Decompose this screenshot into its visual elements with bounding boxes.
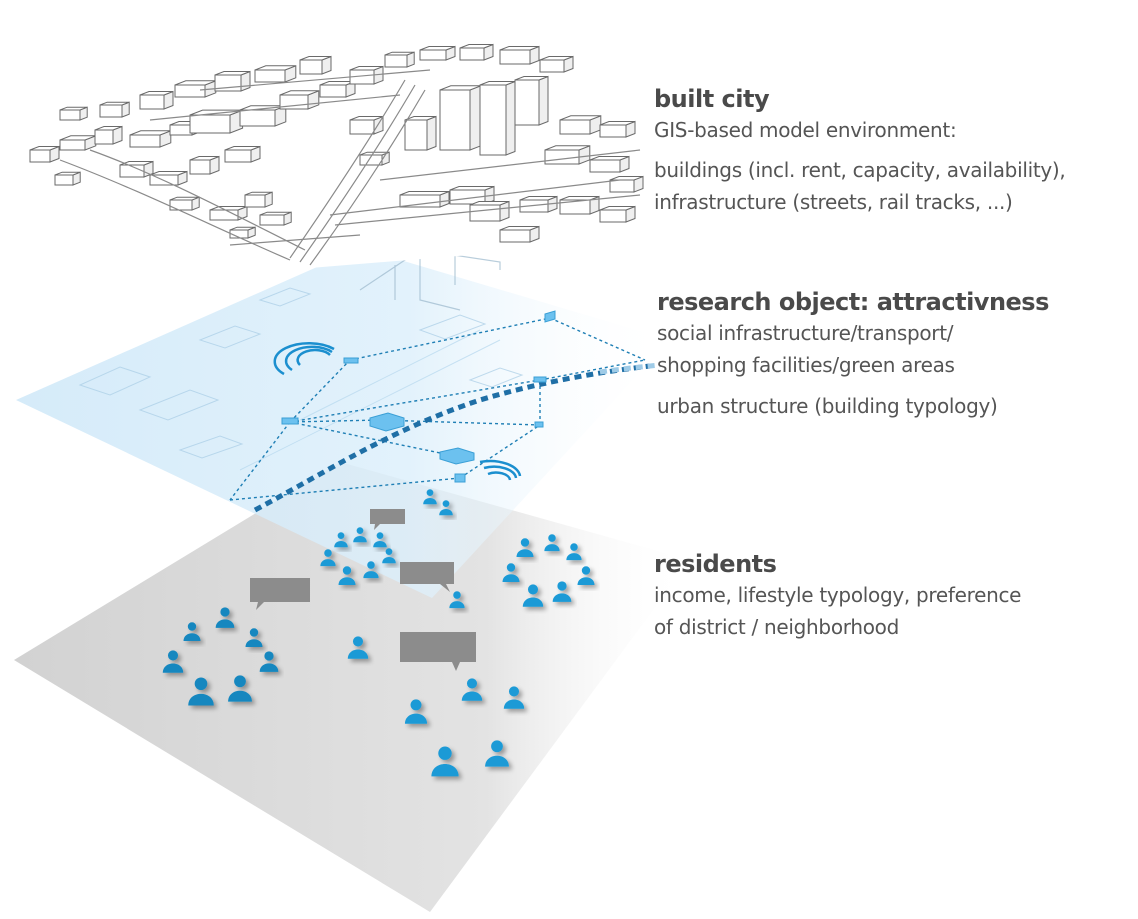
built-city-layer (20, 40, 680, 268)
person-icon (320, 549, 336, 567)
built-city-title: built city (654, 85, 770, 113)
residents-line-1: income, lifestyle typology, preference (654, 583, 1022, 607)
attractiveness-line-1: social infrastructure/transport/ (657, 321, 954, 345)
person-icon (353, 527, 367, 543)
built-city-label: built city GIS-based model environment: … (654, 84, 1066, 218)
person-icon (363, 561, 379, 579)
person-icon (404, 699, 428, 724)
person-icon (188, 677, 214, 706)
person-icon (485, 740, 509, 767)
attractiveness-title: research object: attractivness (657, 288, 1049, 316)
attractiveness-layer (16, 248, 670, 598)
speech-bubbles (250, 509, 476, 671)
person-icon (338, 566, 356, 585)
residents-label: residents income, lifestyle typology, pr… (654, 549, 1021, 643)
built-city-line-2: buildings (incl. rent, capacity, availab… (654, 158, 1066, 182)
person-icon (423, 489, 437, 505)
city-roads (59, 69, 641, 266)
person-icon (449, 591, 465, 609)
attractiveness-faint-buildings (78, 287, 524, 471)
person-icon (259, 651, 279, 672)
speech-bubble-icon (250, 578, 310, 610)
building-sketch-icon (29, 43, 644, 243)
person-icon (566, 543, 582, 561)
built-city-line-3: infrastructure (streets, rail tracks, ..… (654, 190, 1013, 214)
person-icon (431, 746, 459, 777)
person-icon (552, 581, 572, 602)
transport-route-fade (599, 362, 661, 375)
person-icon (373, 532, 387, 548)
person-icon (382, 548, 396, 564)
resident-groups (162, 489, 595, 777)
person-icon (439, 500, 453, 516)
signal-wave-icon (273, 341, 335, 376)
residents-layer (14, 462, 690, 912)
speech-bubble-icon (400, 632, 476, 671)
attractiveness-line-2: shopping facilities/green areas (657, 353, 955, 377)
signal-wave-icon (479, 459, 522, 481)
person-icon (245, 628, 263, 647)
person-icon (334, 532, 348, 548)
attractiveness-line-3: urban structure (building typology) (657, 394, 998, 418)
residents-title: residents (654, 550, 777, 578)
person-icon (347, 636, 369, 659)
attractiveness-plane (16, 248, 670, 598)
person-icon (522, 584, 544, 607)
person-icon (215, 607, 235, 628)
structure-ghost-lines (359, 249, 501, 311)
built-city-line-1: GIS-based model environment: (654, 118, 957, 142)
facility-nodes (281, 310, 556, 483)
speech-bubble-icon (400, 562, 454, 592)
person-icon (502, 563, 520, 582)
person-icon (228, 675, 252, 702)
speech-bubble-icon (370, 509, 405, 530)
person-icon (544, 534, 560, 552)
person-icon (577, 566, 595, 585)
residents-plane (14, 462, 690, 912)
attractiveness-label: research object: attractivness social in… (657, 287, 1049, 422)
person-icon (503, 686, 525, 709)
person-icon (162, 650, 184, 673)
person-icon (183, 622, 201, 641)
residents-line-2: of district / neighborhood (654, 615, 899, 639)
person-icon (516, 538, 534, 557)
person-icon (461, 678, 483, 701)
connection-lines (229, 317, 646, 501)
